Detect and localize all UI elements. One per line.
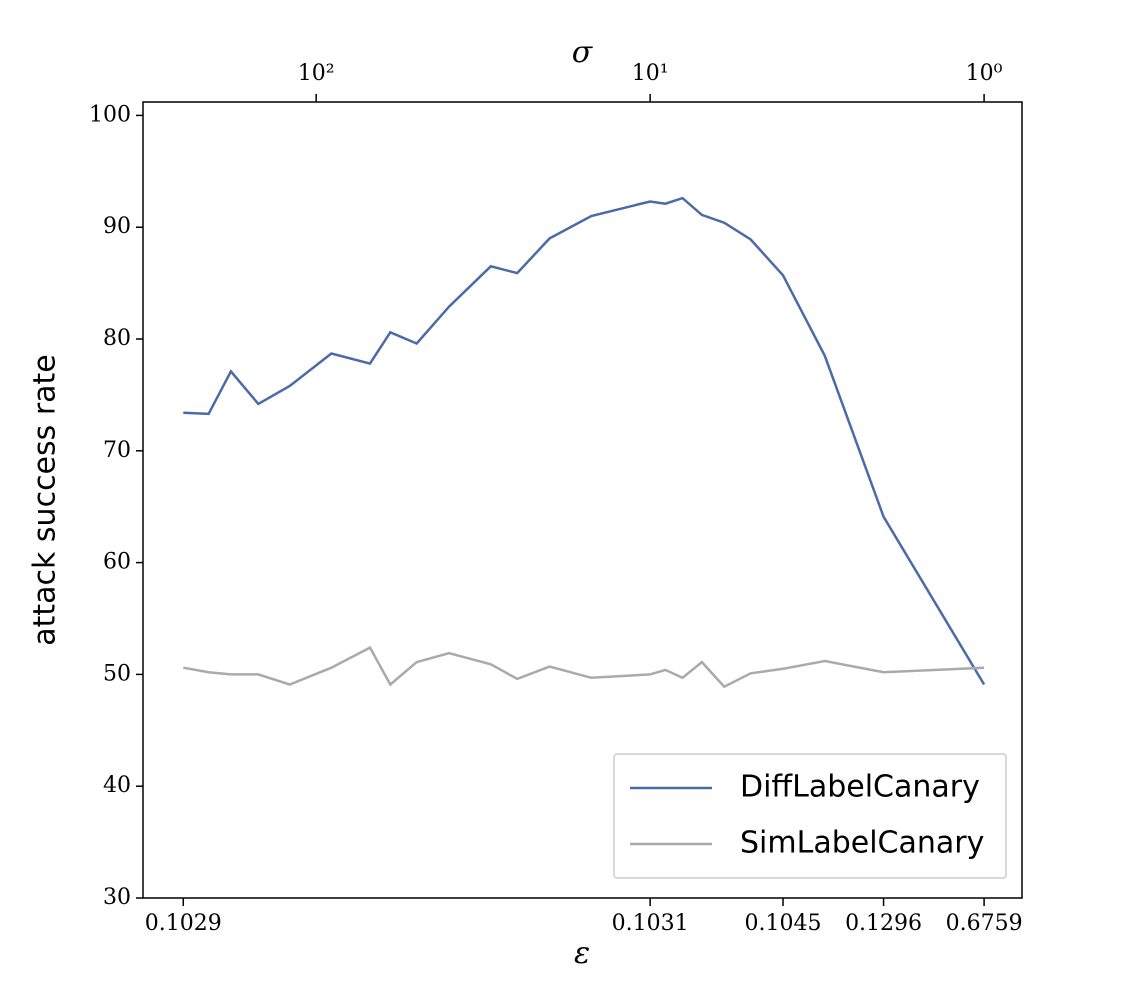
y-axis-label: attack success rate (28, 354, 63, 646)
bottom-tick-label: 0.1045 (745, 911, 822, 936)
plot-frame (142, 101, 1023, 899)
y-tick-label: 100 (89, 102, 131, 127)
top-axis-label: σ (572, 35, 594, 70)
y-tick-label: 90 (103, 214, 131, 239)
y-tick-label: 40 (103, 773, 131, 798)
bottom-tick-label: 0.1296 (845, 911, 922, 936)
legend-label: SimLabelCanary (740, 826, 984, 861)
y-tick-label: 60 (103, 550, 131, 575)
bottom-axis-label: ε (574, 936, 590, 971)
bottom-tick-label: 0.6759 (946, 911, 1023, 936)
y-tick-label: 30 (103, 885, 131, 910)
bottom-tick-label: 0.1031 (612, 911, 689, 936)
series-line (183, 196, 986, 686)
top-tick-label: 10² (298, 61, 335, 86)
series-line (183, 645, 985, 689)
legend-box (613, 753, 1007, 879)
legend-label: DiffLabelCanary (740, 770, 980, 805)
top-tick-label: 10⁰ (966, 61, 1003, 86)
y-tick-label: 80 (103, 326, 131, 351)
y-tick-label: 50 (103, 661, 131, 686)
bottom-tick-label: 0.1029 (145, 911, 222, 936)
y-tick-label: 70 (103, 438, 131, 463)
top-tick-label: 10¹ (632, 61, 669, 86)
